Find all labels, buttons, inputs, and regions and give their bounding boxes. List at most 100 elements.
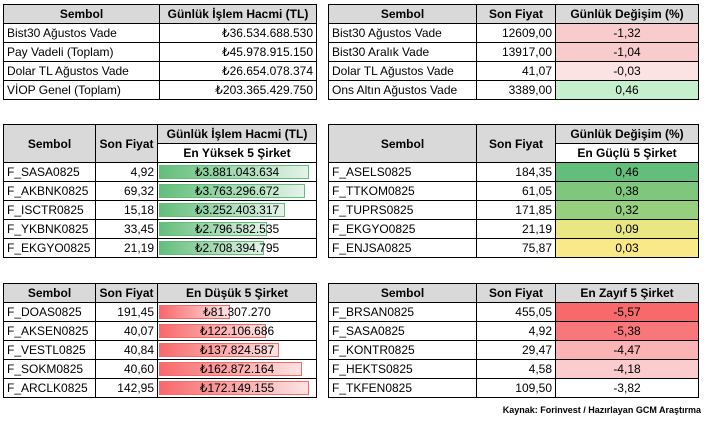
volume-value: ₺81.307.270: [203, 305, 271, 319]
table-row: F_TKFEN0825 109,50 -3,82: [328, 378, 699, 398]
change-cell: -0,03: [555, 61, 699, 81]
price-cell: 191,45: [95, 302, 158, 322]
table-row: F_AKSEN0825 40,07 ₺122.106.686: [3, 321, 317, 341]
price-cell: 21,19: [95, 238, 158, 258]
price-cell: 109,50: [476, 378, 556, 398]
symbol-cell: F_ISCTR0825: [3, 200, 96, 220]
symbol-cell: Dolar TL Ağustos Vade: [328, 61, 477, 81]
table-row: Ons Altın Ağustos Vade 3389,00 0,46: [328, 80, 699, 100]
volume-cell: ₺26.654.078.374: [159, 61, 317, 81]
volume-bar: [159, 343, 279, 357]
table-row: F_SOKM0825 40,60 ₺162.872.164: [3, 359, 317, 379]
symbol-cell: F_SOKM0825: [3, 359, 96, 379]
column-header: Günlük İşlem Hacmi (TL): [157, 124, 317, 144]
symbol-cell: Bist30 Ağustos Vade: [328, 23, 477, 43]
symbol-cell: F_TUPRS0825: [328, 200, 477, 220]
price-cell: 171,85: [476, 200, 556, 220]
symbol-cell: Bist30 Aralık Vade: [328, 42, 477, 62]
table-row: Bist30 Aralık Vade 13917,00 -1,04: [328, 42, 699, 62]
table-row: Pay Vadeli (Toplam) ₺45.978.915.150: [3, 42, 317, 62]
change-cell: 0,46: [555, 80, 699, 100]
table-row: F_ARCLK0825 142,95 ₺172.149.155: [3, 378, 317, 398]
volume-value: ₺2.708.394.795: [194, 241, 280, 255]
symbol-cell: VİOP Genel (Toplam): [3, 80, 160, 100]
column-header: Günlük İşlem Hacmi (TL): [159, 4, 317, 24]
price-cell: 75,87: [476, 238, 556, 258]
price-cell: 4,92: [95, 162, 158, 182]
price-cell: 21,19: [476, 219, 556, 239]
column-header: Son Fiyat: [476, 124, 556, 163]
column-header: Günlük Değişim (%): [555, 124, 699, 144]
volume-bar-cell: ₺2.708.394.795: [157, 238, 317, 258]
volume-bar-cell: ₺137.824.587: [157, 340, 317, 360]
table-row: F_VESTL0825 40,84 ₺137.824.587: [3, 340, 317, 360]
price-cell: 40,60: [95, 359, 158, 379]
symbol-cell: F_TTKOM0825: [328, 181, 477, 201]
table-row: F_SASA0825 4,92 -5,38: [328, 321, 699, 341]
lowest-volume-table: Sembol Son Fiyat En Düşük 5 Şirket F_DOA…: [3, 283, 317, 398]
top-volume-table: Sembol Son Fiyat Günlük İşlem Hacmi (TL)…: [3, 124, 317, 258]
change-cell: 0,46: [555, 162, 699, 182]
table-row: VİOP Genel (Toplam) ₺203.365.429.750: [3, 80, 317, 100]
volume-cell: ₺36.534.688.530: [159, 23, 317, 43]
volume-value: ₺122.106.686: [199, 324, 275, 338]
volume-bar-cell: ₺81.307.270: [157, 302, 317, 322]
volume-value: ₺137.824.587: [199, 343, 275, 357]
volume-bar: [159, 362, 302, 376]
column-header: Son Fiyat: [476, 4, 556, 24]
volume-value: ₺3.881.043.634: [194, 165, 280, 179]
symbol-cell: F_VESTL0825: [3, 340, 96, 360]
table-row: F_EKGYO0825 21,19 ₺2.708.394.795: [3, 238, 317, 258]
symbol-cell: F_ASELS0825: [328, 162, 477, 182]
symbol-cell: F_BRSAN0825: [328, 302, 477, 322]
table-row: F_TTKOM0825 61,05 0,38: [328, 181, 699, 201]
column-header: Son Fiyat: [95, 283, 158, 303]
column-header: Sembol: [328, 283, 477, 303]
volume-bar: [159, 184, 305, 198]
table-row: F_SASA0825 4,92 ₺3.881.043.634: [3, 162, 317, 182]
change-cell: 0,32: [555, 200, 699, 220]
volume-bar-cell: ₺3.881.043.634: [157, 162, 317, 182]
volume-bar-cell: ₺172.149.155: [157, 378, 317, 398]
table-row: Dolar TL Ağustos Vade 41,07 -0,03: [328, 61, 699, 81]
column-header: Son Fiyat: [95, 124, 158, 163]
volume-bar-cell: ₺162.872.164: [157, 359, 317, 379]
table-row: F_ISCTR0825 15,18 ₺3.252.403.317: [3, 200, 317, 220]
change-cell: -4,18: [555, 359, 699, 379]
table-row: Dolar TL Ağustos Vade ₺26.654.078.374: [3, 61, 317, 81]
table-row: Bist30 Ağustos Vade ₺36.534.688.530: [3, 23, 317, 43]
symbol-cell: F_ARCLK0825: [3, 378, 96, 398]
change-cell: -5,38: [555, 321, 699, 341]
price-cell: 12609,00: [476, 23, 556, 43]
column-header: Sembol: [3, 283, 96, 303]
table-row: F_KONTR0825 29,47 -4,47: [328, 340, 699, 360]
symbol-cell: F_ENJSA0825: [328, 238, 477, 258]
source-note: Kaynak: Forinvest / Hazırlayan GCM Araşt…: [502, 405, 701, 415]
volume-value: ₺2.796.582.535: [194, 222, 280, 236]
symbol-cell: Bist30 Ağustos Vade: [3, 23, 160, 43]
top-losers-table: Sembol Son Fiyat En Zayıf 5 Şirket F_BRS…: [328, 283, 699, 398]
table-row: F_AKBNK0825 69,32 ₺3.763.296.672: [3, 181, 317, 201]
volume-bar: [159, 305, 230, 319]
symbol-cell: F_AKSEN0825: [3, 321, 96, 341]
column-header: Sembol: [328, 4, 477, 24]
volume-value: ₺162.872.164: [199, 362, 275, 376]
volume-bar: [159, 203, 285, 217]
volume-bar: [159, 381, 309, 395]
column-subheader: En Güçlü 5 Şirket: [555, 143, 699, 163]
symbol-cell: Dolar TL Ağustos Vade: [3, 61, 160, 81]
symbol-cell: F_KONTR0825: [328, 340, 477, 360]
volume-value: ₺3.763.296.672: [194, 184, 280, 198]
column-header: Sembol: [3, 4, 160, 24]
volume-bar: [159, 241, 264, 255]
symbol-cell: F_HEKTS0825: [328, 359, 477, 379]
table-row: F_ENJSA0825 75,87 0,03: [328, 238, 699, 258]
symbol-cell: F_SASA0825: [3, 162, 96, 182]
price-cell: 4,58: [476, 359, 556, 379]
change-cell: 0,03: [555, 238, 699, 258]
symbol-cell: Pay Vadeli (Toplam): [3, 42, 160, 62]
table-row: F_BRSAN0825 455,05 -5,57: [328, 302, 699, 322]
column-header: Günlük Değişim (%): [555, 4, 699, 24]
volume-cell: ₺203.365.429.750: [159, 80, 317, 100]
table-row: F_YKBNK0825 33,45 ₺2.796.582.535: [3, 219, 317, 239]
